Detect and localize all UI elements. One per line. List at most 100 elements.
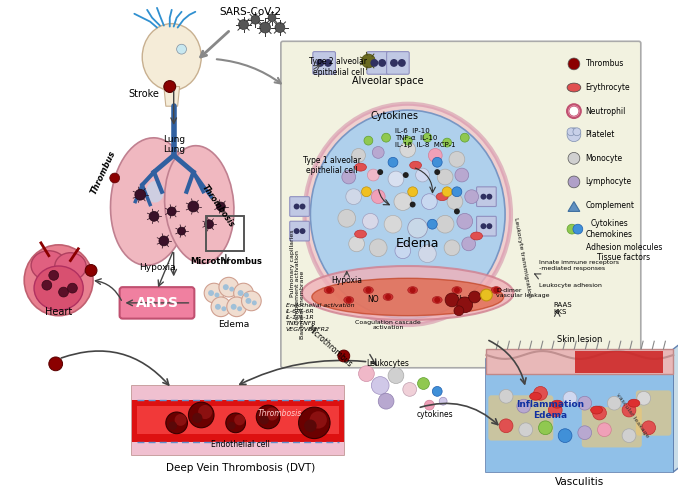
Circle shape [578,426,592,439]
Text: cytokines: cytokines [417,411,453,419]
Text: Basement membrane: Basement membrane [300,271,305,339]
Circle shape [188,201,199,212]
Bar [486,374,673,472]
Text: Hypoxia: Hypoxia [332,276,362,285]
Circle shape [390,59,398,67]
Ellipse shape [410,161,421,169]
Circle shape [486,223,493,229]
Circle shape [223,284,229,290]
Circle shape [237,306,242,311]
Circle shape [371,377,389,394]
Ellipse shape [55,253,86,280]
Circle shape [252,300,257,305]
Text: Leukocyte adhesion: Leukocyte adhesion [538,283,601,288]
Circle shape [454,306,464,316]
Circle shape [219,278,238,297]
Circle shape [382,133,390,142]
Text: Edema: Edema [218,320,249,329]
Text: D-dimer
vascular leakage: D-dimer vascular leakage [496,288,550,298]
Circle shape [419,245,436,262]
Bar [137,406,339,434]
Circle shape [245,298,251,304]
Circle shape [622,429,636,443]
Circle shape [85,264,97,277]
Circle shape [228,422,236,430]
Text: Inflammation
Edema: Inflammation Edema [516,400,584,420]
Circle shape [445,293,459,307]
Circle shape [455,168,469,182]
Circle shape [208,290,214,296]
Circle shape [423,133,432,142]
FancyBboxPatch shape [477,216,496,236]
Text: Endothelial cell: Endothelial cell [211,440,270,449]
Circle shape [395,243,411,259]
Circle shape [226,413,245,433]
Circle shape [499,419,513,433]
Text: Thrombosis: Thrombosis [200,183,236,229]
Circle shape [229,287,234,292]
FancyBboxPatch shape [313,52,336,74]
Circle shape [567,128,581,141]
Text: NO: NO [368,295,379,304]
Circle shape [231,304,236,310]
Text: Adhesion molecules
Tissue factors: Adhesion molecules Tissue factors [586,243,662,262]
FancyBboxPatch shape [367,52,390,74]
Circle shape [486,194,493,200]
Circle shape [234,283,253,303]
Circle shape [538,421,552,434]
Circle shape [403,172,409,178]
Text: Lung: Lung [162,145,185,154]
FancyBboxPatch shape [488,395,553,440]
Circle shape [364,136,373,145]
Text: Complement: Complement [586,201,635,210]
Circle shape [110,173,120,183]
Ellipse shape [324,287,334,294]
Circle shape [457,297,473,312]
Ellipse shape [355,230,366,238]
Text: Thrombus: Thrombus [89,149,117,195]
Text: Cytokines: Cytokines [371,111,419,121]
Circle shape [68,283,77,293]
Circle shape [464,190,479,204]
Circle shape [384,215,402,233]
Text: Type 2 alveolar
epithelial cell: Type 2 alveolar epithelial cell [310,57,367,77]
Circle shape [377,169,383,175]
Text: Hypoxia: Hypoxia [138,263,175,272]
Circle shape [499,389,513,403]
Circle shape [394,193,412,210]
Text: Thrombosis: Thrombosis [258,409,302,417]
Circle shape [460,133,469,142]
Text: Edema: Edema [396,237,439,250]
Circle shape [410,287,416,293]
Circle shape [480,223,486,229]
Circle shape [324,59,332,67]
Ellipse shape [31,251,66,280]
Circle shape [294,228,299,234]
Circle shape [299,204,306,209]
Ellipse shape [452,287,462,294]
Circle shape [568,58,580,70]
Circle shape [135,190,146,200]
Circle shape [439,397,447,405]
Ellipse shape [432,296,442,303]
Circle shape [49,357,62,371]
Circle shape [294,204,299,209]
Circle shape [167,207,176,216]
Circle shape [371,59,378,67]
Text: Skin lesion: Skin lesion [557,335,603,344]
Circle shape [385,294,391,300]
Text: Leukocytes: Leukocytes [366,359,410,368]
Circle shape [177,227,186,235]
Ellipse shape [344,296,353,303]
Ellipse shape [304,104,511,325]
Circle shape [159,236,169,246]
FancyBboxPatch shape [477,187,496,207]
Ellipse shape [142,24,201,90]
Bar [486,349,673,374]
Circle shape [519,423,533,436]
Circle shape [388,157,398,167]
Circle shape [260,22,271,33]
Circle shape [388,368,403,383]
Text: Lung: Lung [162,135,185,144]
Ellipse shape [408,287,418,294]
